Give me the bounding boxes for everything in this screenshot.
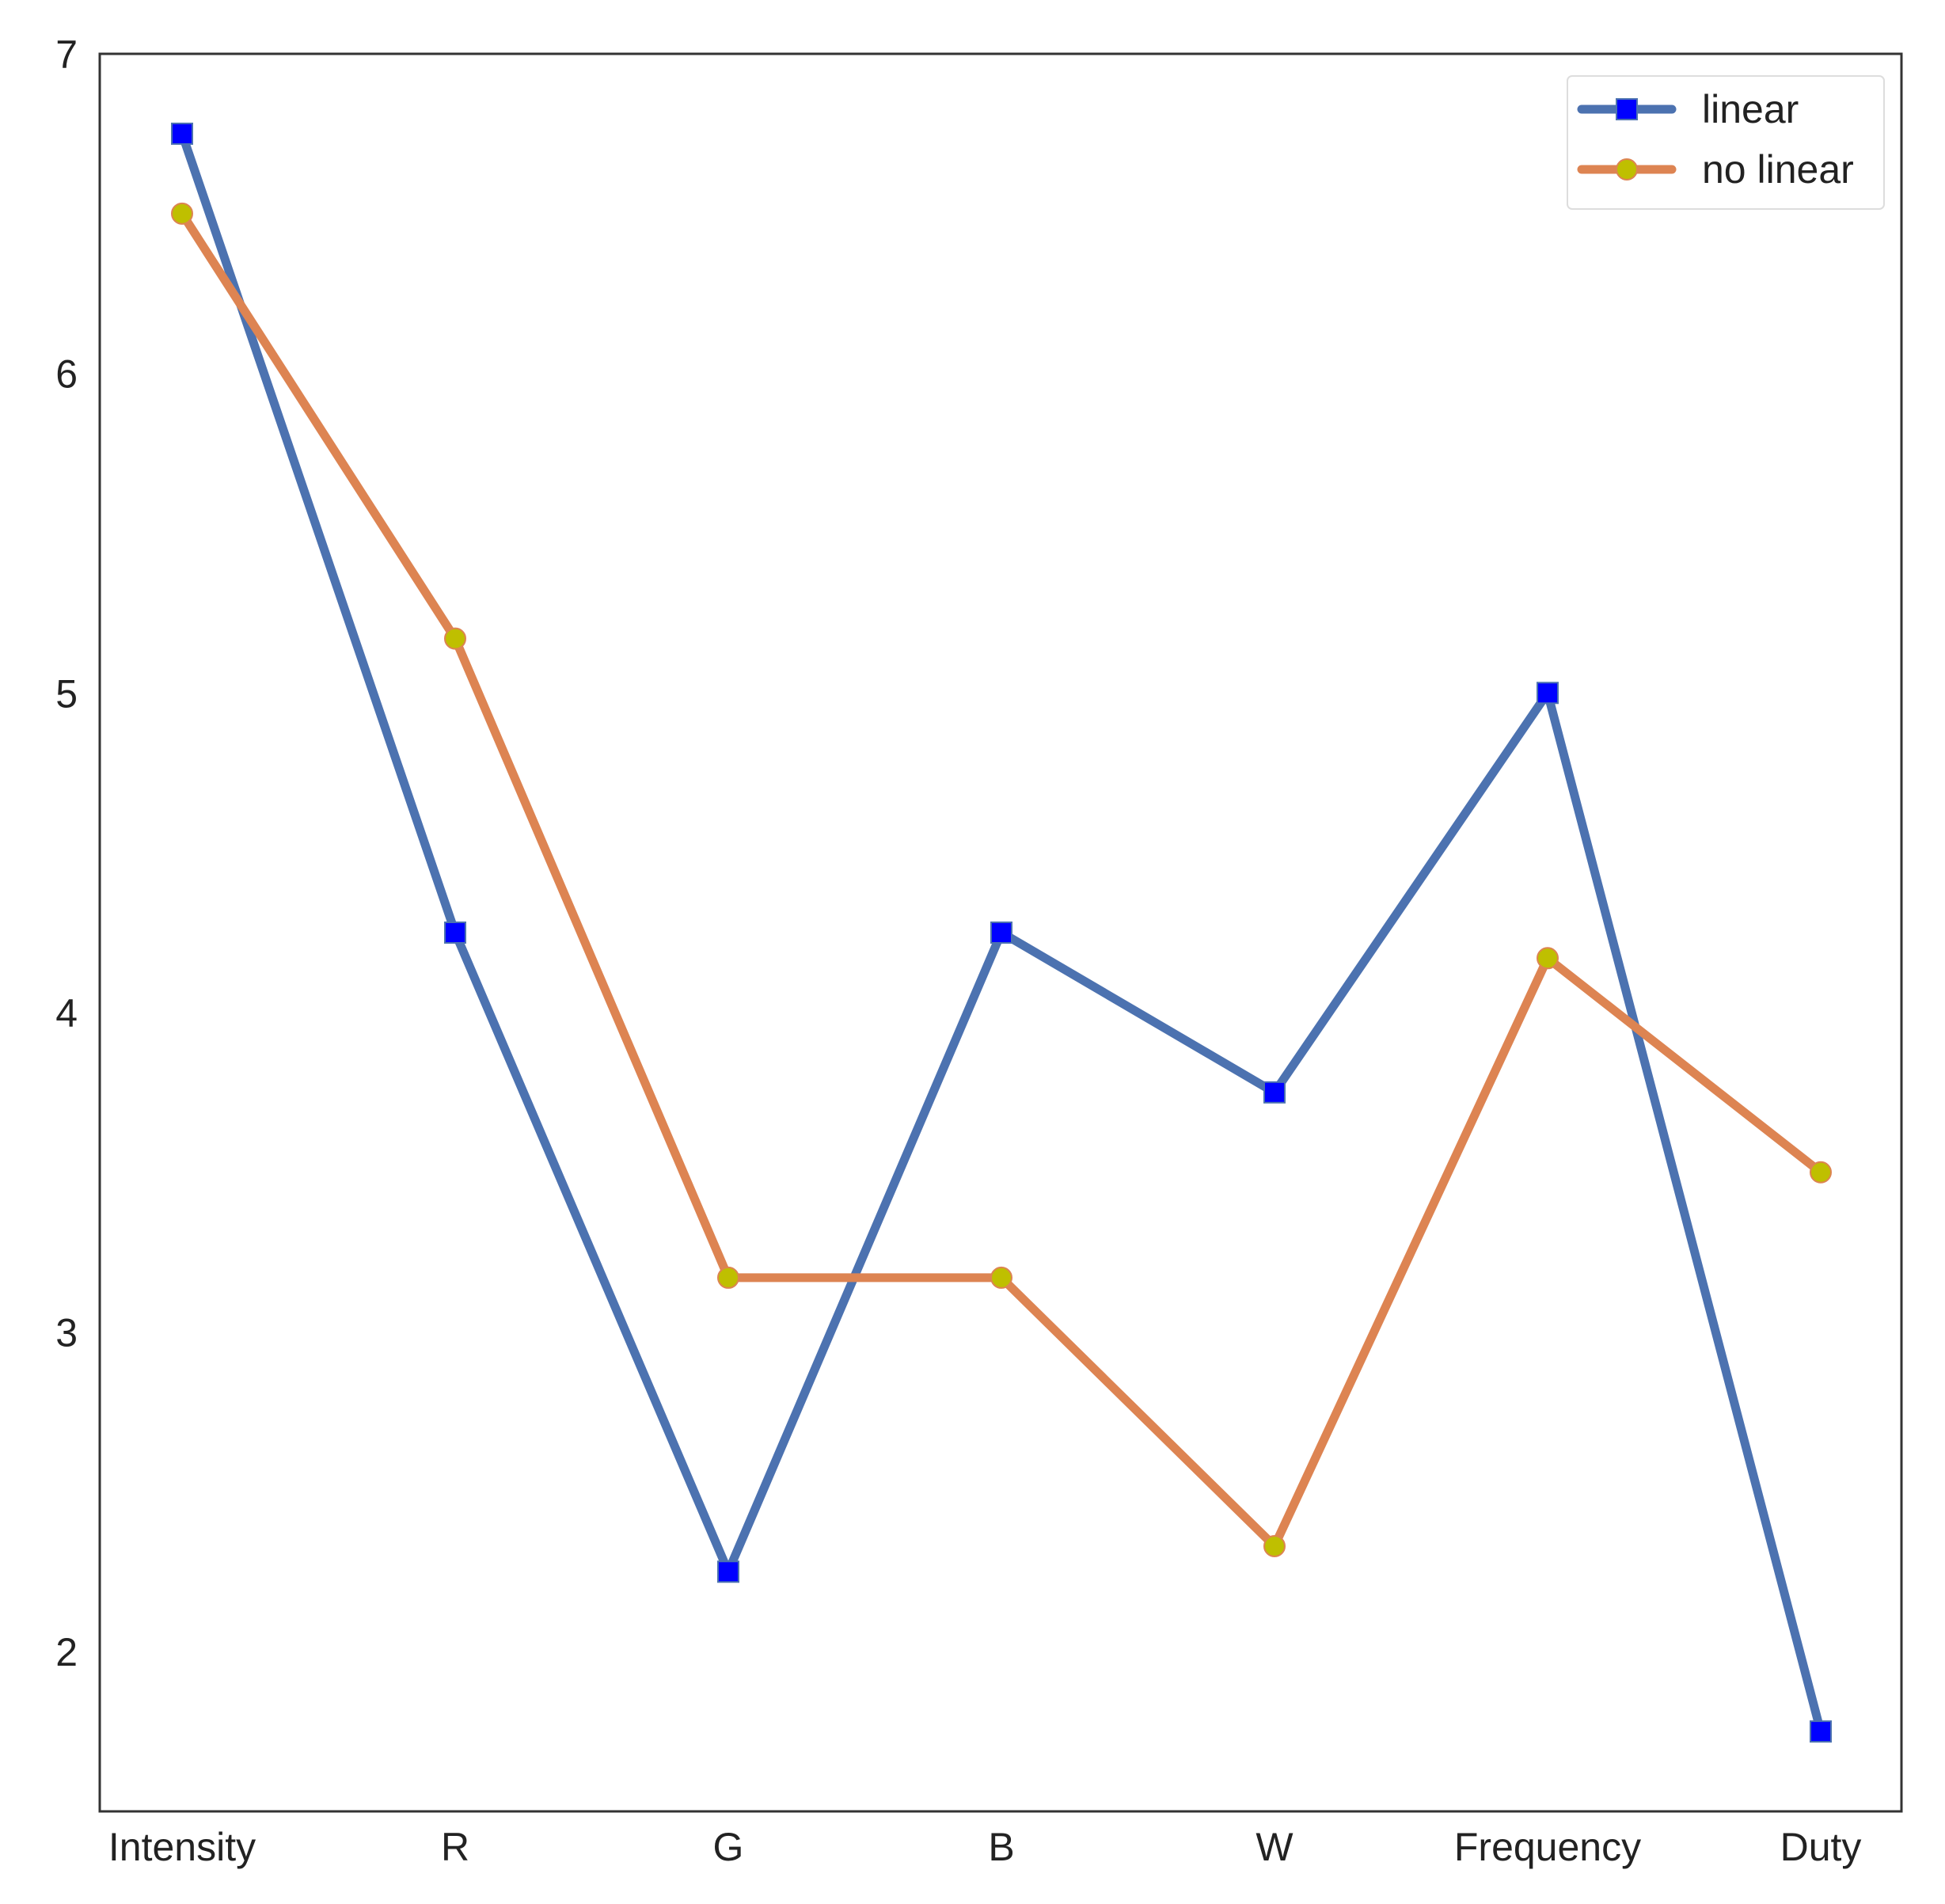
y-tick-label: 2 xyxy=(55,1630,78,1674)
data-point-0-5 xyxy=(1537,682,1559,705)
data-point-0-3 xyxy=(990,922,1012,944)
data-point-1-4 xyxy=(1263,1534,1286,1557)
data-point-1-6 xyxy=(1810,1161,1832,1184)
y-tick-label: 4 xyxy=(55,991,78,1036)
legend-marker-1 xyxy=(1616,158,1638,181)
x-tick-label: R xyxy=(441,1825,469,1869)
data-point-0-6 xyxy=(1810,1720,1832,1743)
data-point-1-0 xyxy=(171,202,193,225)
x-tick-label: W xyxy=(1256,1825,1294,1869)
legend-label-1: no linear xyxy=(1702,147,1854,192)
x-tick-label: Duty xyxy=(1780,1825,1862,1869)
y-tick-label: 6 xyxy=(55,352,78,397)
x-tick-label: Intensity xyxy=(108,1825,256,1869)
data-point-1-1 xyxy=(444,627,466,650)
y-tick-label: 7 xyxy=(55,32,78,77)
x-tick-label: Frequency xyxy=(1454,1825,1641,1869)
x-tick-label: G xyxy=(713,1825,744,1869)
data-point-0-4 xyxy=(1263,1081,1286,1104)
data-point-0-0 xyxy=(171,122,193,145)
data-point-1-2 xyxy=(717,1266,739,1289)
data-point-0-1 xyxy=(444,922,466,944)
data-point-1-3 xyxy=(990,1266,1012,1289)
y-tick-label: 5 xyxy=(55,671,78,716)
legend-label-0: linear xyxy=(1702,87,1799,131)
legend: linear no linear xyxy=(1567,75,1885,210)
y-tick-labels: 2 3 4 5 6 7 xyxy=(55,32,78,1674)
data-point-0-2 xyxy=(717,1560,739,1583)
y-tick-label: 3 xyxy=(55,1311,78,1355)
plot-frame xyxy=(98,52,1903,1813)
series-markers xyxy=(171,122,1832,1743)
data-point-1-5 xyxy=(1537,947,1559,970)
legend-marker-0 xyxy=(1616,98,1638,120)
x-tick-label: B xyxy=(988,1825,1014,1869)
x-tick-labels: Intensity R G B W Frequency Duty xyxy=(108,1825,1862,1869)
